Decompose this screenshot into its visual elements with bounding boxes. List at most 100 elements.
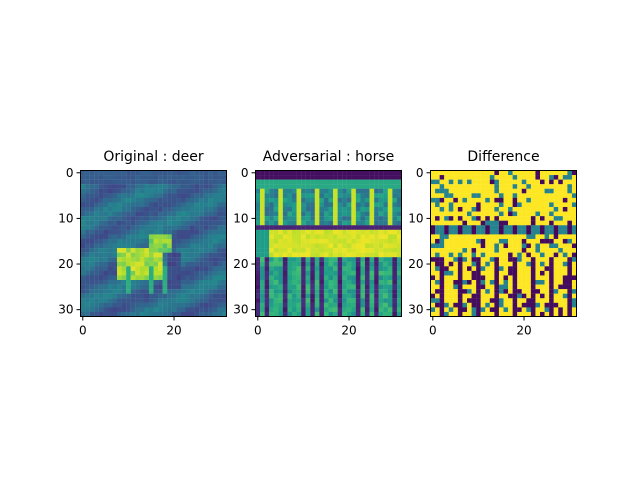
- heatmap-cell: [435, 270, 440, 276]
- heatmap-cell: [148, 211, 154, 217]
- heatmap-cell: [264, 225, 270, 230]
- heatmap-cell: [480, 307, 486, 313]
- heatmap-cell: [292, 275, 297, 281]
- heatmap-cell: [392, 184, 398, 189]
- heatmap-cell: [476, 280, 481, 285]
- heatmap-cell: [558, 202, 563, 208]
- heatmap-cell: [530, 229, 536, 235]
- heatmap-cell: [176, 229, 182, 235]
- y-tick-label: 30: [408, 303, 423, 317]
- heatmap-cell: [346, 216, 352, 221]
- heatmap-cell: [89, 225, 95, 230]
- heatmap-cell: [301, 257, 306, 262]
- heatmap-cell: [553, 261, 559, 267]
- heatmap-cell: [365, 311, 370, 317]
- heatmap-cell: [117, 243, 122, 249]
- heatmap-cell: [212, 289, 218, 294]
- heatmap-cell: [498, 266, 504, 272]
- heatmap-cell: [392, 275, 398, 281]
- heatmap-cell: [351, 202, 357, 208]
- heatmap-cell: [135, 225, 140, 230]
- heatmap-cell: [103, 234, 109, 240]
- heatmap-cell: [273, 252, 279, 258]
- heatmap-cell: [530, 248, 536, 253]
- heatmap-cell: [562, 293, 568, 299]
- heatmap-cell: [544, 270, 550, 276]
- heatmap-cell: [199, 229, 204, 235]
- heatmap-cell: [171, 211, 177, 217]
- heatmap-cell: [374, 302, 379, 308]
- heatmap-cell: [94, 293, 99, 299]
- heatmap-cell: [355, 311, 361, 317]
- heatmap-cell: [369, 202, 375, 208]
- heatmap-cell: [392, 252, 398, 258]
- heatmap-cell: [476, 229, 481, 235]
- heatmap-cell: [135, 302, 140, 308]
- heatmap-cell: [221, 234, 227, 240]
- heatmap-cell: [319, 188, 325, 194]
- heatmap-cell: [287, 280, 293, 285]
- heatmap-cell: [269, 175, 274, 180]
- heatmap-cell: [360, 311, 366, 317]
- heatmap-cell: [180, 234, 186, 240]
- heatmap-cell: [296, 284, 302, 290]
- heatmap-cell: [130, 270, 136, 276]
- heatmap-cell: [540, 229, 545, 235]
- heatmap-cell: [162, 229, 168, 235]
- heatmap-cell: [94, 302, 99, 308]
- heatmap-cell: [387, 307, 393, 313]
- heatmap-cell: [221, 184, 227, 189]
- heatmap-cell: [337, 307, 343, 313]
- heatmap-cell: [544, 179, 550, 185]
- heatmap-cell: [396, 175, 402, 180]
- heatmap-cell: [526, 188, 532, 194]
- heatmap-cell: [369, 293, 375, 299]
- heatmap-cell: [540, 170, 545, 176]
- heatmap-cell: [301, 252, 306, 258]
- heatmap-cell: [480, 229, 486, 235]
- heatmap-cell: [255, 238, 261, 244]
- heatmap-cell: [208, 220, 213, 226]
- heatmap-cell: [103, 202, 109, 208]
- heatmap-cell: [530, 238, 536, 244]
- heatmap-cell: [535, 202, 541, 208]
- heatmap-cell: [203, 284, 209, 290]
- heatmap-cell: [273, 220, 279, 226]
- heatmap-cell: [139, 243, 145, 249]
- heatmap-cell: [494, 238, 500, 244]
- heatmap-cell: [148, 261, 154, 267]
- heatmap-cell: [296, 234, 302, 240]
- heatmap-cell: [387, 275, 393, 281]
- heatmap-cell: [89, 257, 95, 262]
- heatmap-cell: [94, 197, 99, 203]
- heatmap-cell: [453, 184, 459, 189]
- heatmap-cell: [517, 307, 522, 313]
- heatmap-cell: [369, 184, 375, 189]
- heatmap-cell: [107, 175, 113, 180]
- heatmap-cell: [494, 216, 500, 221]
- heatmap-cell: [212, 175, 218, 180]
- heatmap-cell: [471, 252, 477, 258]
- heatmap-cell: [314, 280, 320, 285]
- heatmap-cell: [278, 252, 284, 258]
- heatmap-cell: [567, 248, 573, 253]
- heatmap-cell: [562, 216, 568, 221]
- heatmap-cell: [333, 307, 338, 313]
- heatmap-cell: [167, 257, 172, 262]
- heatmap-cell: [194, 243, 200, 249]
- heatmap-cell: [221, 284, 227, 290]
- heatmap-cell: [208, 261, 213, 267]
- heatmap-cell: [365, 229, 370, 235]
- heatmap-cell: [467, 193, 472, 199]
- heatmap-cell: [462, 211, 468, 217]
- heatmap-cell: [485, 234, 490, 240]
- heatmap-cell: [135, 280, 140, 285]
- x-tick-label: 0: [254, 324, 262, 338]
- heatmap-cell: [430, 257, 436, 262]
- heatmap-cell: [310, 302, 315, 308]
- heatmap-cell: [278, 184, 284, 189]
- heatmap-cell: [508, 202, 513, 208]
- heatmap-cell: [476, 248, 481, 253]
- heatmap-cell: [360, 220, 366, 226]
- heatmap-cell: [301, 197, 306, 203]
